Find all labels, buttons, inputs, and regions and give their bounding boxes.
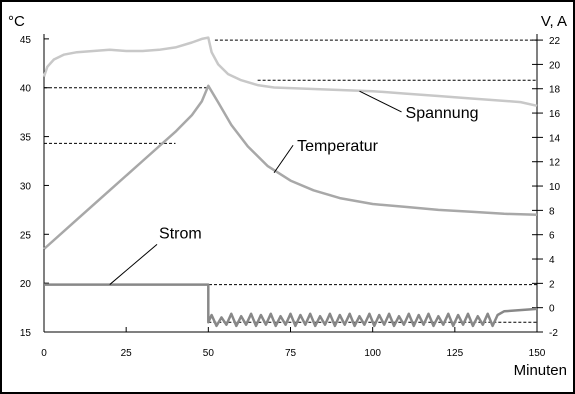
left-axis-unit-label: °C <box>8 13 25 30</box>
annotation-label-strom: Strom <box>159 225 202 242</box>
x-tick-label: 75 <box>285 348 297 359</box>
right-tick-label: 20 <box>549 60 561 71</box>
right-tick-label: 2 <box>549 279 555 290</box>
left-tick-label: 40 <box>20 84 32 95</box>
right-tick-label: 4 <box>549 255 555 266</box>
left-tick-label: 35 <box>20 133 32 144</box>
right-tick-label: 12 <box>549 158 561 169</box>
right-tick-label: 6 <box>549 231 555 242</box>
right-tick-label: 0 <box>549 304 555 315</box>
series-layer <box>42 36 538 328</box>
right-tick-label: 22 <box>549 36 561 47</box>
tick-layer: 0 25 50 75 100 125 150 15 20 25 30 35 40 45 -2 0 2 4 6 8 10 1… <box>20 35 561 359</box>
right-tick-label: -2 <box>549 328 558 339</box>
x-tick-label: 25 <box>121 348 133 359</box>
x-tick-label: 0 <box>41 348 47 359</box>
right-tick-label: 18 <box>549 85 561 96</box>
right-tick-label: 10 <box>549 182 561 193</box>
right-axis-unit-label: V, A <box>541 13 567 30</box>
right-tick-label: 14 <box>549 133 561 144</box>
left-tick-label: 20 <box>20 279 32 290</box>
annotation-leader-strom <box>109 243 158 285</box>
annotation-leader-temperatur <box>273 144 294 174</box>
x-tick-label: 50 <box>203 348 215 359</box>
x-tick-label: 150 <box>529 348 546 359</box>
annotation-label-temperatur: Temperatur <box>297 138 379 155</box>
left-tick-label: 15 <box>20 328 32 339</box>
annotation-layer: Spannung Temperatur Strom <box>109 90 479 285</box>
series-line-spannung <box>42 36 538 108</box>
x-tick-label: 100 <box>364 348 381 359</box>
annotation-leader-spannung <box>359 90 402 113</box>
right-tick-label: 8 <box>549 206 555 217</box>
series-line-temperatur <box>43 84 538 250</box>
right-tick-label: 16 <box>549 109 561 120</box>
x-axis-unit-label: Minuten <box>514 362 567 379</box>
left-tick-label: 30 <box>20 181 32 192</box>
x-tick-label: 125 <box>446 348 463 359</box>
left-tick-label: 25 <box>20 230 32 241</box>
series-line-strom <box>44 283 538 328</box>
left-tick-label: 45 <box>20 35 32 46</box>
annotation-label-spannung: Spannung <box>406 105 479 122</box>
